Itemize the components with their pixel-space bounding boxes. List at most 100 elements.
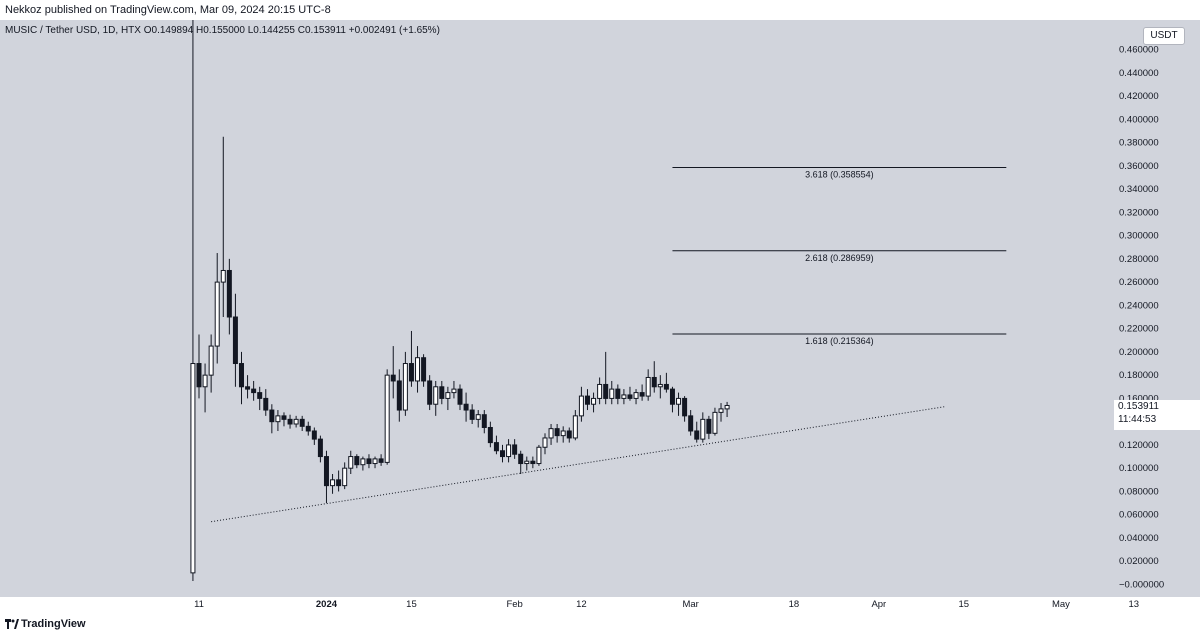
candle-body (518, 453, 524, 465)
candle[interactable] (415, 346, 421, 393)
candle[interactable] (257, 386, 263, 411)
candle[interactable] (597, 377, 603, 405)
candle[interactable] (220, 136, 226, 317)
trendline[interactable] (211, 406, 946, 523)
candle[interactable] (354, 454, 360, 469)
candle[interactable] (390, 346, 396, 399)
candle[interactable] (700, 412, 706, 443)
candle[interactable] (269, 404, 275, 434)
price-tick-label: 0.320000 (1119, 207, 1159, 218)
candle[interactable] (251, 380, 257, 401)
candle[interactable] (378, 454, 384, 466)
candle[interactable] (463, 392, 469, 422)
candle[interactable] (645, 369, 651, 401)
candle-body (445, 392, 451, 399)
candle[interactable] (591, 392, 597, 413)
candle[interactable] (360, 456, 366, 471)
candle[interactable] (372, 456, 378, 469)
candle[interactable] (584, 389, 590, 411)
candle[interactable] (572, 410, 578, 441)
candle[interactable] (566, 427, 572, 443)
candle[interactable] (342, 462, 348, 490)
candle[interactable] (330, 474, 336, 494)
candle[interactable] (275, 410, 281, 431)
candle[interactable] (706, 415, 712, 440)
candle[interactable] (524, 456, 530, 471)
candle[interactable] (512, 439, 518, 459)
candle[interactable] (578, 386, 584, 422)
candle[interactable] (493, 435, 499, 455)
candle[interactable] (682, 396, 688, 422)
price-scale[interactable]: 0.460000 0.440000 0.420000 0.400000 0.380000… (1114, 20, 1200, 597)
candle[interactable] (311, 427, 317, 445)
candle[interactable] (500, 444, 505, 463)
candle[interactable] (688, 410, 694, 436)
candle[interactable] (694, 421, 700, 443)
candle[interactable] (554, 424, 560, 443)
candle[interactable] (245, 375, 251, 399)
candle[interactable] (427, 375, 433, 411)
candle[interactable] (487, 421, 493, 448)
candle[interactable] (712, 407, 718, 436)
candle[interactable] (439, 380, 445, 405)
candle[interactable] (214, 253, 220, 364)
candle[interactable] (348, 450, 354, 475)
candle[interactable] (421, 354, 427, 387)
candle[interactable] (639, 384, 645, 401)
candle[interactable] (299, 415, 305, 431)
candle[interactable] (263, 389, 269, 416)
candle[interactable] (451, 380, 457, 399)
candle[interactable] (663, 372, 669, 393)
price-tick-label: 0.240000 (1119, 300, 1159, 311)
candle[interactable] (366, 454, 372, 469)
candle[interactable] (615, 384, 621, 405)
candle[interactable] (518, 450, 524, 475)
candle[interactable] (669, 386, 675, 413)
candle[interactable] (718, 403, 724, 422)
candle[interactable] (208, 334, 214, 393)
candle[interactable] (336, 470, 342, 492)
candle[interactable] (323, 450, 329, 504)
candle[interactable] (548, 424, 554, 445)
candle[interactable] (676, 392, 682, 416)
candle[interactable] (196, 334, 202, 399)
candle[interactable] (408, 330, 414, 387)
candle[interactable] (293, 415, 299, 428)
candle-body (220, 269, 226, 283)
candle[interactable] (433, 380, 439, 416)
candle[interactable] (281, 412, 287, 427)
candle[interactable] (481, 410, 487, 434)
candle[interactable] (536, 444, 542, 466)
candle[interactable] (232, 293, 238, 387)
time-axis[interactable]: 11 2024 15 Feb 12 Mar 18 Apr 15 May 13 (0, 597, 1200, 611)
candle[interactable] (238, 351, 244, 405)
candle[interactable] (621, 389, 627, 405)
candle[interactable] (560, 426, 566, 443)
candle[interactable] (603, 351, 609, 405)
candle[interactable] (530, 456, 536, 469)
candle[interactable] (305, 421, 311, 436)
price-chart-pane[interactable]: 3.618 (0.358554) 2.618 (0.286959) 1.618 (0… (0, 20, 1114, 597)
candle[interactable] (402, 351, 408, 416)
currency-badge[interactable]: USDT (1143, 27, 1185, 45)
candle[interactable] (457, 384, 463, 411)
candle[interactable] (384, 369, 390, 465)
candle[interactable] (469, 404, 475, 424)
candle[interactable] (609, 380, 615, 405)
candle[interactable] (202, 363, 208, 413)
candle[interactable] (287, 414, 293, 429)
chart-area[interactable]: 3.618 (0.358554) 2.618 (0.286959) 1.618 (0… (0, 20, 1200, 597)
candle[interactable] (226, 258, 232, 335)
candle[interactable] (724, 401, 730, 418)
candle[interactable] (190, 20, 196, 582)
candle[interactable] (445, 386, 451, 411)
candle[interactable] (396, 369, 402, 422)
candle[interactable] (542, 433, 548, 455)
candle[interactable] (651, 361, 657, 393)
candle[interactable] (317, 435, 323, 463)
candle[interactable] (627, 386, 633, 401)
candle[interactable] (475, 410, 481, 428)
candle[interactable] (506, 439, 512, 463)
candle[interactable] (633, 389, 639, 405)
candle[interactable] (657, 375, 663, 399)
